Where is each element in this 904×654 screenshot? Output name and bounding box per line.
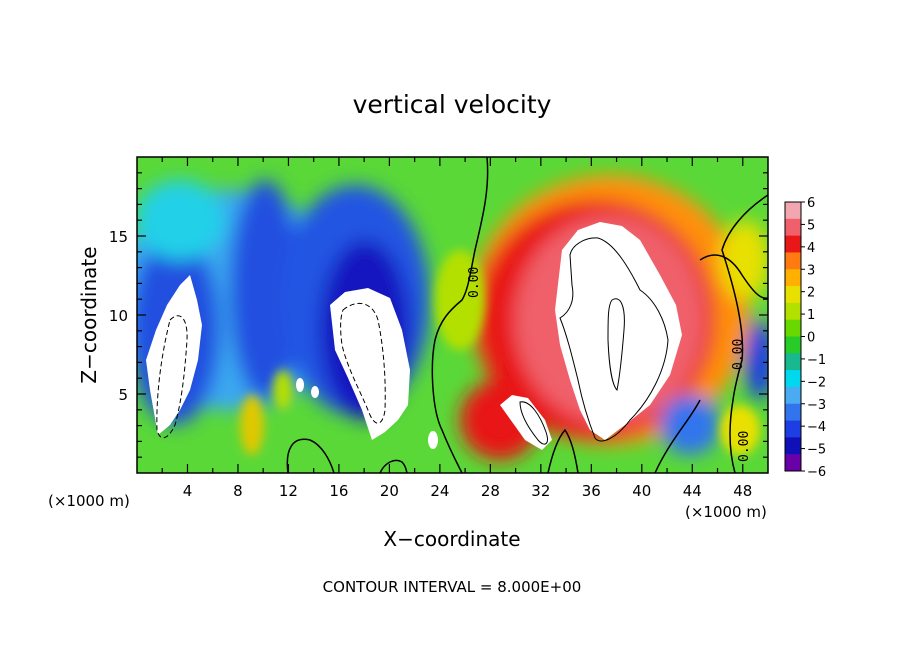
- colorbar-swatch: [785, 286, 801, 304]
- y-tick-label: 5: [118, 386, 128, 404]
- colorbar-tick-label: −6: [807, 465, 826, 480]
- contour-label: 0.00: [737, 431, 752, 462]
- x-tick-label: 4: [183, 482, 193, 500]
- x-unit-label-left: (×1000 m): [48, 492, 130, 510]
- chart-title: vertical velocity: [353, 90, 552, 119]
- y-axis-label: Z−coordinate: [77, 246, 101, 383]
- x-tick-label: 48: [733, 482, 752, 500]
- x-tick-label: 16: [329, 482, 348, 500]
- x-axis-label: X−coordinate: [383, 527, 520, 551]
- colorbar-tick-label: −4: [807, 420, 826, 435]
- colorbar-tick-label: 4: [807, 241, 815, 256]
- x-tick-label: 40: [632, 482, 651, 500]
- colorbar-tick-label: 0: [807, 331, 815, 346]
- colorbar-tick-label: −2: [807, 375, 826, 390]
- colorbar-swatch: [785, 370, 801, 388]
- colorbar-tick-label: 5: [807, 218, 815, 233]
- colorbar-swatch: [785, 218, 801, 237]
- x-tick-label: 32: [531, 482, 550, 500]
- colorbar-tick-label: 3: [807, 263, 815, 278]
- velocity-field: 0.00 0.00 0.00: [137, 157, 768, 473]
- colorbar-tick-label: 6: [807, 196, 815, 211]
- colorbar-swatch: [785, 319, 801, 337]
- colorbar-tick-label: −3: [807, 398, 826, 413]
- colorbar-tick-label: −5: [807, 443, 826, 458]
- colorbar-swatch: [785, 269, 801, 287]
- colorbar-tick-label: 1: [807, 308, 815, 323]
- y-tick-label: 10: [109, 307, 128, 325]
- colorbar-swatch: [785, 252, 801, 270]
- contour-label: 0.00: [731, 339, 746, 370]
- x-tick-label: 28: [481, 482, 500, 500]
- colorbar-swatch: [785, 420, 801, 438]
- colorbar-swatch: [785, 336, 801, 354]
- colorbar-swatch: [785, 235, 801, 253]
- x-tick-label: 36: [582, 482, 601, 500]
- x-tick-label: 8: [233, 482, 243, 500]
- contour-interval-text: CONTOUR INTERVAL = 8.000E+00: [323, 578, 582, 596]
- colorbar-swatch: [785, 454, 801, 472]
- colorbar-swatch: [785, 202, 801, 220]
- x-tick-label: 20: [380, 482, 399, 500]
- x-tick-label: 44: [683, 482, 702, 500]
- colorbar: 6 5 4 3 2 1 0 −1 −2 −3 −4 −5 −6: [784, 196, 826, 480]
- x-unit-label-right: (×1000 m): [685, 503, 767, 521]
- x-tick-label: 24: [430, 482, 449, 500]
- colorbar-swatch: [785, 437, 801, 455]
- y-axis: 5 10 15: [109, 172, 768, 458]
- contour-label: 0.00: [467, 267, 482, 298]
- colorbar-swatch: [785, 403, 801, 421]
- colorbar-swatch: [785, 386, 801, 405]
- colorbar-swatch: [785, 302, 801, 321]
- x-axis: 4 8 12 16 20 24 28 32 36 40 44 48: [161, 157, 752, 500]
- y-tick-label: 15: [109, 228, 128, 246]
- colorbar-tick-label: 2: [807, 286, 815, 301]
- colorbar-swatch: [785, 353, 801, 371]
- x-tick-label: 12: [279, 482, 298, 500]
- colorbar-tick-label: −1: [807, 353, 826, 368]
